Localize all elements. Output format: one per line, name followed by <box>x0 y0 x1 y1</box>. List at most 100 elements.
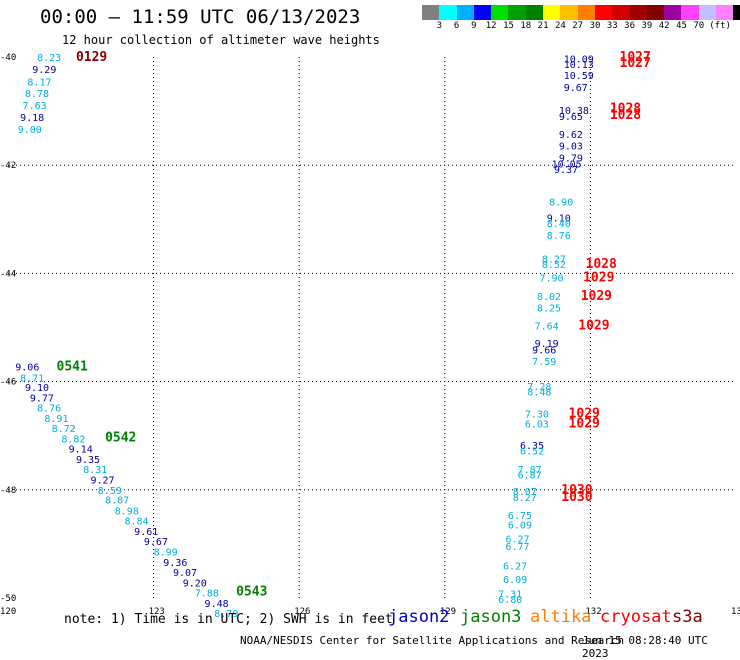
colorbar-tick-label: 12 <box>485 21 497 31</box>
wave-height-label: 9.06 <box>15 362 39 373</box>
wave-height-label: 10.05 <box>552 160 582 171</box>
colorbar-swatch <box>698 5 717 20</box>
pass-time-label: 1027 <box>620 56 651 71</box>
wave-height-label: 9.10 <box>25 383 49 394</box>
wave-height-label: 8.99 <box>154 547 178 558</box>
colorbar <box>422 5 740 20</box>
wave-height-label: 8.76 <box>37 404 61 415</box>
wave-height-label: 7.30 <box>525 410 549 421</box>
wave-height-label: 7.28 <box>527 382 551 393</box>
y-tick-label: -50 <box>0 594 16 604</box>
colorbar-tick-label: 6 <box>453 21 460 31</box>
colorbar-tick-label: 70 <box>693 21 705 31</box>
legend-item-cryosat: cryosat <box>600 607 672 627</box>
colorbar-swatch <box>456 5 474 20</box>
pass-time-label: 1029 <box>583 271 614 286</box>
y-tick-label: -48 <box>0 486 16 496</box>
wave-height-label: 8.07 <box>513 487 537 498</box>
wave-height-label: 7.87 <box>518 465 542 476</box>
wave-height-label: 10.59 <box>564 71 594 82</box>
pass-time-label: 0129 <box>76 50 107 65</box>
wave-height-label: 10.38 <box>559 106 589 117</box>
x-tick-label: 132 <box>585 607 601 617</box>
x-tick-label: 120 <box>0 607 16 617</box>
colorbar-tick-label: (ft) <box>709 21 731 31</box>
colorbar-tick-label: 18 <box>520 21 532 31</box>
colorbar-swatch <box>577 5 595 20</box>
wave-height-label: 9.61 <box>134 527 158 538</box>
wave-height-label: 6.87 <box>518 471 542 482</box>
colorbar-swatch <box>508 5 526 20</box>
wave-height-label: 10.09 <box>564 55 594 66</box>
wave-height-label: 6.27 <box>503 562 527 573</box>
colorbar-swatch <box>646 5 665 20</box>
pass-time-label: 1028 <box>610 108 641 123</box>
wave-height-label: 6.52 <box>520 446 544 457</box>
wave-height-label: 9.03 <box>559 142 583 153</box>
x-tick-label: 135 <box>731 607 740 617</box>
wave-height-label: 9.36 <box>163 558 187 569</box>
colorbar-tick-label: 45 <box>676 21 687 31</box>
wave-height-label: 7.90 <box>539 274 563 285</box>
pass-time-label: 1029 <box>569 407 600 422</box>
wave-height-label: 9.79 <box>559 154 583 165</box>
pass-time-label: 0543 <box>236 585 267 600</box>
page-title: 00:00 – 11:59 UTC 06/13/2023 <box>40 6 361 28</box>
wave-height-label: 8.90 <box>549 197 573 208</box>
pass-time-label: 0542 <box>105 430 136 445</box>
colorbar-swatch <box>560 5 578 20</box>
colorbar-swatch <box>543 5 561 20</box>
colorbar-swatch <box>525 5 544 20</box>
colorbar-swatch <box>629 5 647 20</box>
wave-height-label: 8.17 <box>27 77 51 88</box>
colorbar-swatch <box>422 5 440 20</box>
wave-height-label: 8.78 <box>25 89 49 100</box>
credit-text: NOAA/NESDIS Center for Satellite Applica… <box>240 634 625 647</box>
wave-height-label: 8.91 <box>44 414 68 425</box>
wave-height-label: 9.67 <box>144 537 168 548</box>
wave-height-label: 7.31 <box>498 590 522 601</box>
colorbar-swatch <box>716 5 734 20</box>
colorbar-tick-label: 33 <box>606 21 618 31</box>
wave-height-label: 7.88 <box>195 589 219 600</box>
pass-time-label: 1028 <box>586 257 617 272</box>
colorbar-tick-label: 42 <box>658 21 670 31</box>
wave-height-label: 9.48 <box>205 599 229 610</box>
pass-time-label: 1028 <box>610 101 641 116</box>
wave-height-label: 8.87 <box>105 496 129 507</box>
wave-height-label: 9.10 <box>547 214 571 225</box>
wave-height-label: 6.35 <box>520 441 544 452</box>
wave-height-label: 8.84 <box>124 517 148 528</box>
wave-height-label: 8.23 <box>37 53 61 64</box>
colorbar-tick-label: 21 <box>537 21 549 31</box>
wave-height-label: 8.52 <box>542 260 566 271</box>
wave-height-label: 10.13 <box>564 60 594 71</box>
wave-height-label: 8.27 <box>513 493 537 504</box>
wave-height-label: 9.65 <box>559 112 583 123</box>
pass-time-label: 0541 <box>57 359 88 374</box>
colorbar-tick-label: 15 <box>503 21 514 31</box>
wave-height-label: 6.27 <box>505 534 529 545</box>
page-subtitle: 12 hour collection of altimeter wave hei… <box>62 33 380 47</box>
y-tick-label: -40 <box>0 53 16 63</box>
colorbar-tick-label: 24 <box>554 21 566 31</box>
wave-height-label: 9.18 <box>20 113 44 124</box>
wave-height-label: 6.75 <box>508 511 532 522</box>
wave-height-label: 9.37 <box>554 165 578 176</box>
colorbar-swatch <box>473 5 492 20</box>
wave-height-label: 9.35 <box>76 455 100 466</box>
wave-height-label: 9.14 <box>69 445 93 456</box>
wave-height-label: 6.03 <box>525 419 549 430</box>
colorbar-swatch <box>439 5 457 20</box>
wave-height-label: 9.66 <box>532 346 556 357</box>
wave-height-label: 9.07 <box>173 568 197 579</box>
wave-height-label: 8.40 <box>547 219 571 230</box>
pass-time-label: 1029 <box>569 416 600 431</box>
wave-height-label: 9.67 <box>564 83 588 94</box>
pass-time-label: 1030 <box>561 483 592 498</box>
colorbar-swatch <box>733 5 740 20</box>
colorbar-swatch <box>612 5 630 20</box>
legend-item-s3a: s3a <box>672 607 703 627</box>
legend-item-altika: altika <box>530 607 592 627</box>
